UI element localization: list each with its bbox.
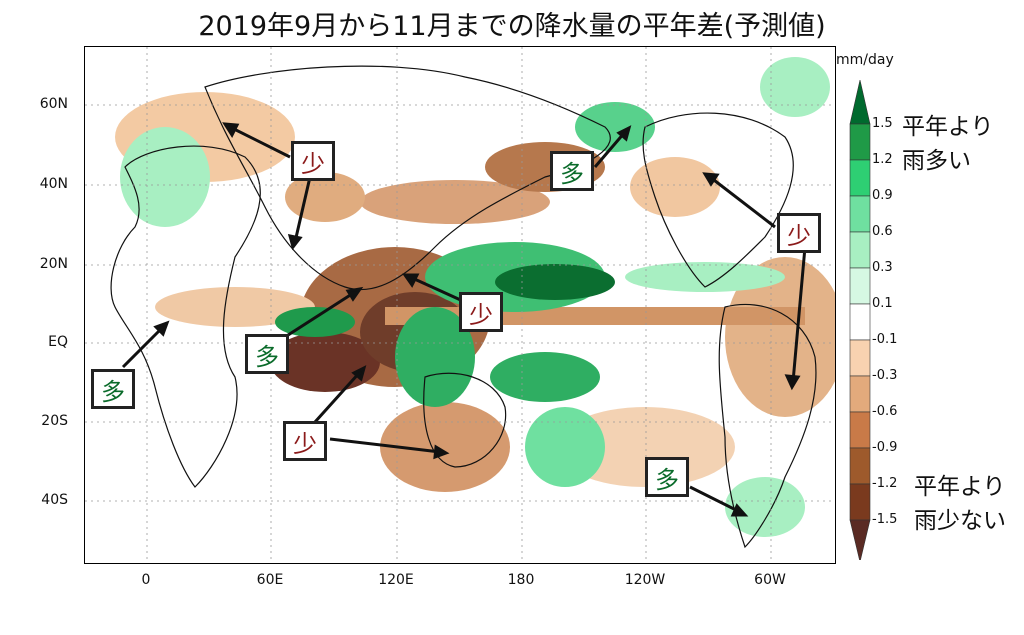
coastlines <box>110 65 817 549</box>
colorbar-tick-label: 0.1 <box>872 296 893 311</box>
colorbar-tick-label: -0.9 <box>872 440 898 455</box>
colorbar-tick-label: 1.5 <box>872 116 893 131</box>
lat-label-20n: 20N <box>39 256 68 272</box>
dry-label-line1: 平年より <box>914 474 1006 500</box>
colorbar-swatch <box>849 447 871 485</box>
map-title: 2019年9月から11月までの降水量の平年差(予測値) <box>198 11 826 42</box>
lon-label-120w: 120W <box>624 572 666 588</box>
colorbar-swatch <box>849 375 871 413</box>
lon-label-60e: 60E <box>256 572 284 588</box>
annotation-more-africa: 多 <box>91 369 135 409</box>
colorbar-tick-label: 0.9 <box>872 188 893 203</box>
lon-label-120e: 120E <box>378 572 414 588</box>
colorbar-swatch <box>849 231 871 269</box>
annotation-less-maritime: 少 <box>459 292 503 332</box>
lon-label-0: 0 <box>141 572 151 588</box>
colorbar-swatch <box>849 339 871 377</box>
annotation-less-america: 少 <box>777 213 821 253</box>
annotation-less-australia: 少 <box>283 421 327 461</box>
wet-label-line1: 平年より <box>902 114 994 140</box>
colorbar-swatch <box>849 303 871 341</box>
lat-label-60n: 60N <box>39 96 68 112</box>
colorbar-tick-label: 0.6 <box>872 224 893 239</box>
colorbar-tick-label: -1.5 <box>872 512 898 527</box>
colorbar-swatch <box>849 267 871 305</box>
dry-label-line2: 雨少ない <box>914 508 1006 534</box>
colorbar-swatch <box>849 195 871 233</box>
colorbar-tick-label: -0.3 <box>872 368 898 383</box>
colorbar <box>849 80 871 560</box>
colorbar-swatch <box>849 411 871 449</box>
colorbar-tick-label: -0.1 <box>872 332 898 347</box>
lon-label-180: 180 <box>507 572 535 588</box>
colorbar-unit: mm/day <box>836 52 894 68</box>
colorbar-tick-label: -1.2 <box>872 476 898 491</box>
lat-label-20s: 20S <box>41 413 68 429</box>
annotation-more-chile: 多 <box>645 457 689 497</box>
lat-label-eq: EQ <box>48 334 68 350</box>
annotation-less-europe: 少 <box>291 141 335 181</box>
wet-label-line2: 雨多い <box>902 148 971 174</box>
annotation-arrows <box>121 122 807 517</box>
colorbar-tick-label: 1.2 <box>872 152 893 167</box>
precipitation-anomaly-map: 少 多 少 少 多 多 少 多 <box>84 46 836 564</box>
colorbar-swatch <box>849 123 871 161</box>
colorbar-swatch <box>849 80 871 125</box>
colorbar-swatch <box>849 483 871 521</box>
lon-label-60w: 60W <box>754 572 786 588</box>
colorbar-swatch <box>849 159 871 197</box>
dry-label: 平年より 雨少ない <box>914 470 1006 538</box>
wet-label: 平年より 雨多い <box>902 110 994 178</box>
colorbar-tick-label: 0.3 <box>872 260 893 275</box>
lat-label-40s: 40S <box>41 492 68 508</box>
colorbar-tick-label: -0.6 <box>872 404 898 419</box>
colorbar-swatch <box>849 519 871 560</box>
annotation-more-indian: 多 <box>245 334 289 374</box>
lat-label-40n: 40N <box>39 176 68 192</box>
annotation-more-alaska: 多 <box>550 151 594 191</box>
